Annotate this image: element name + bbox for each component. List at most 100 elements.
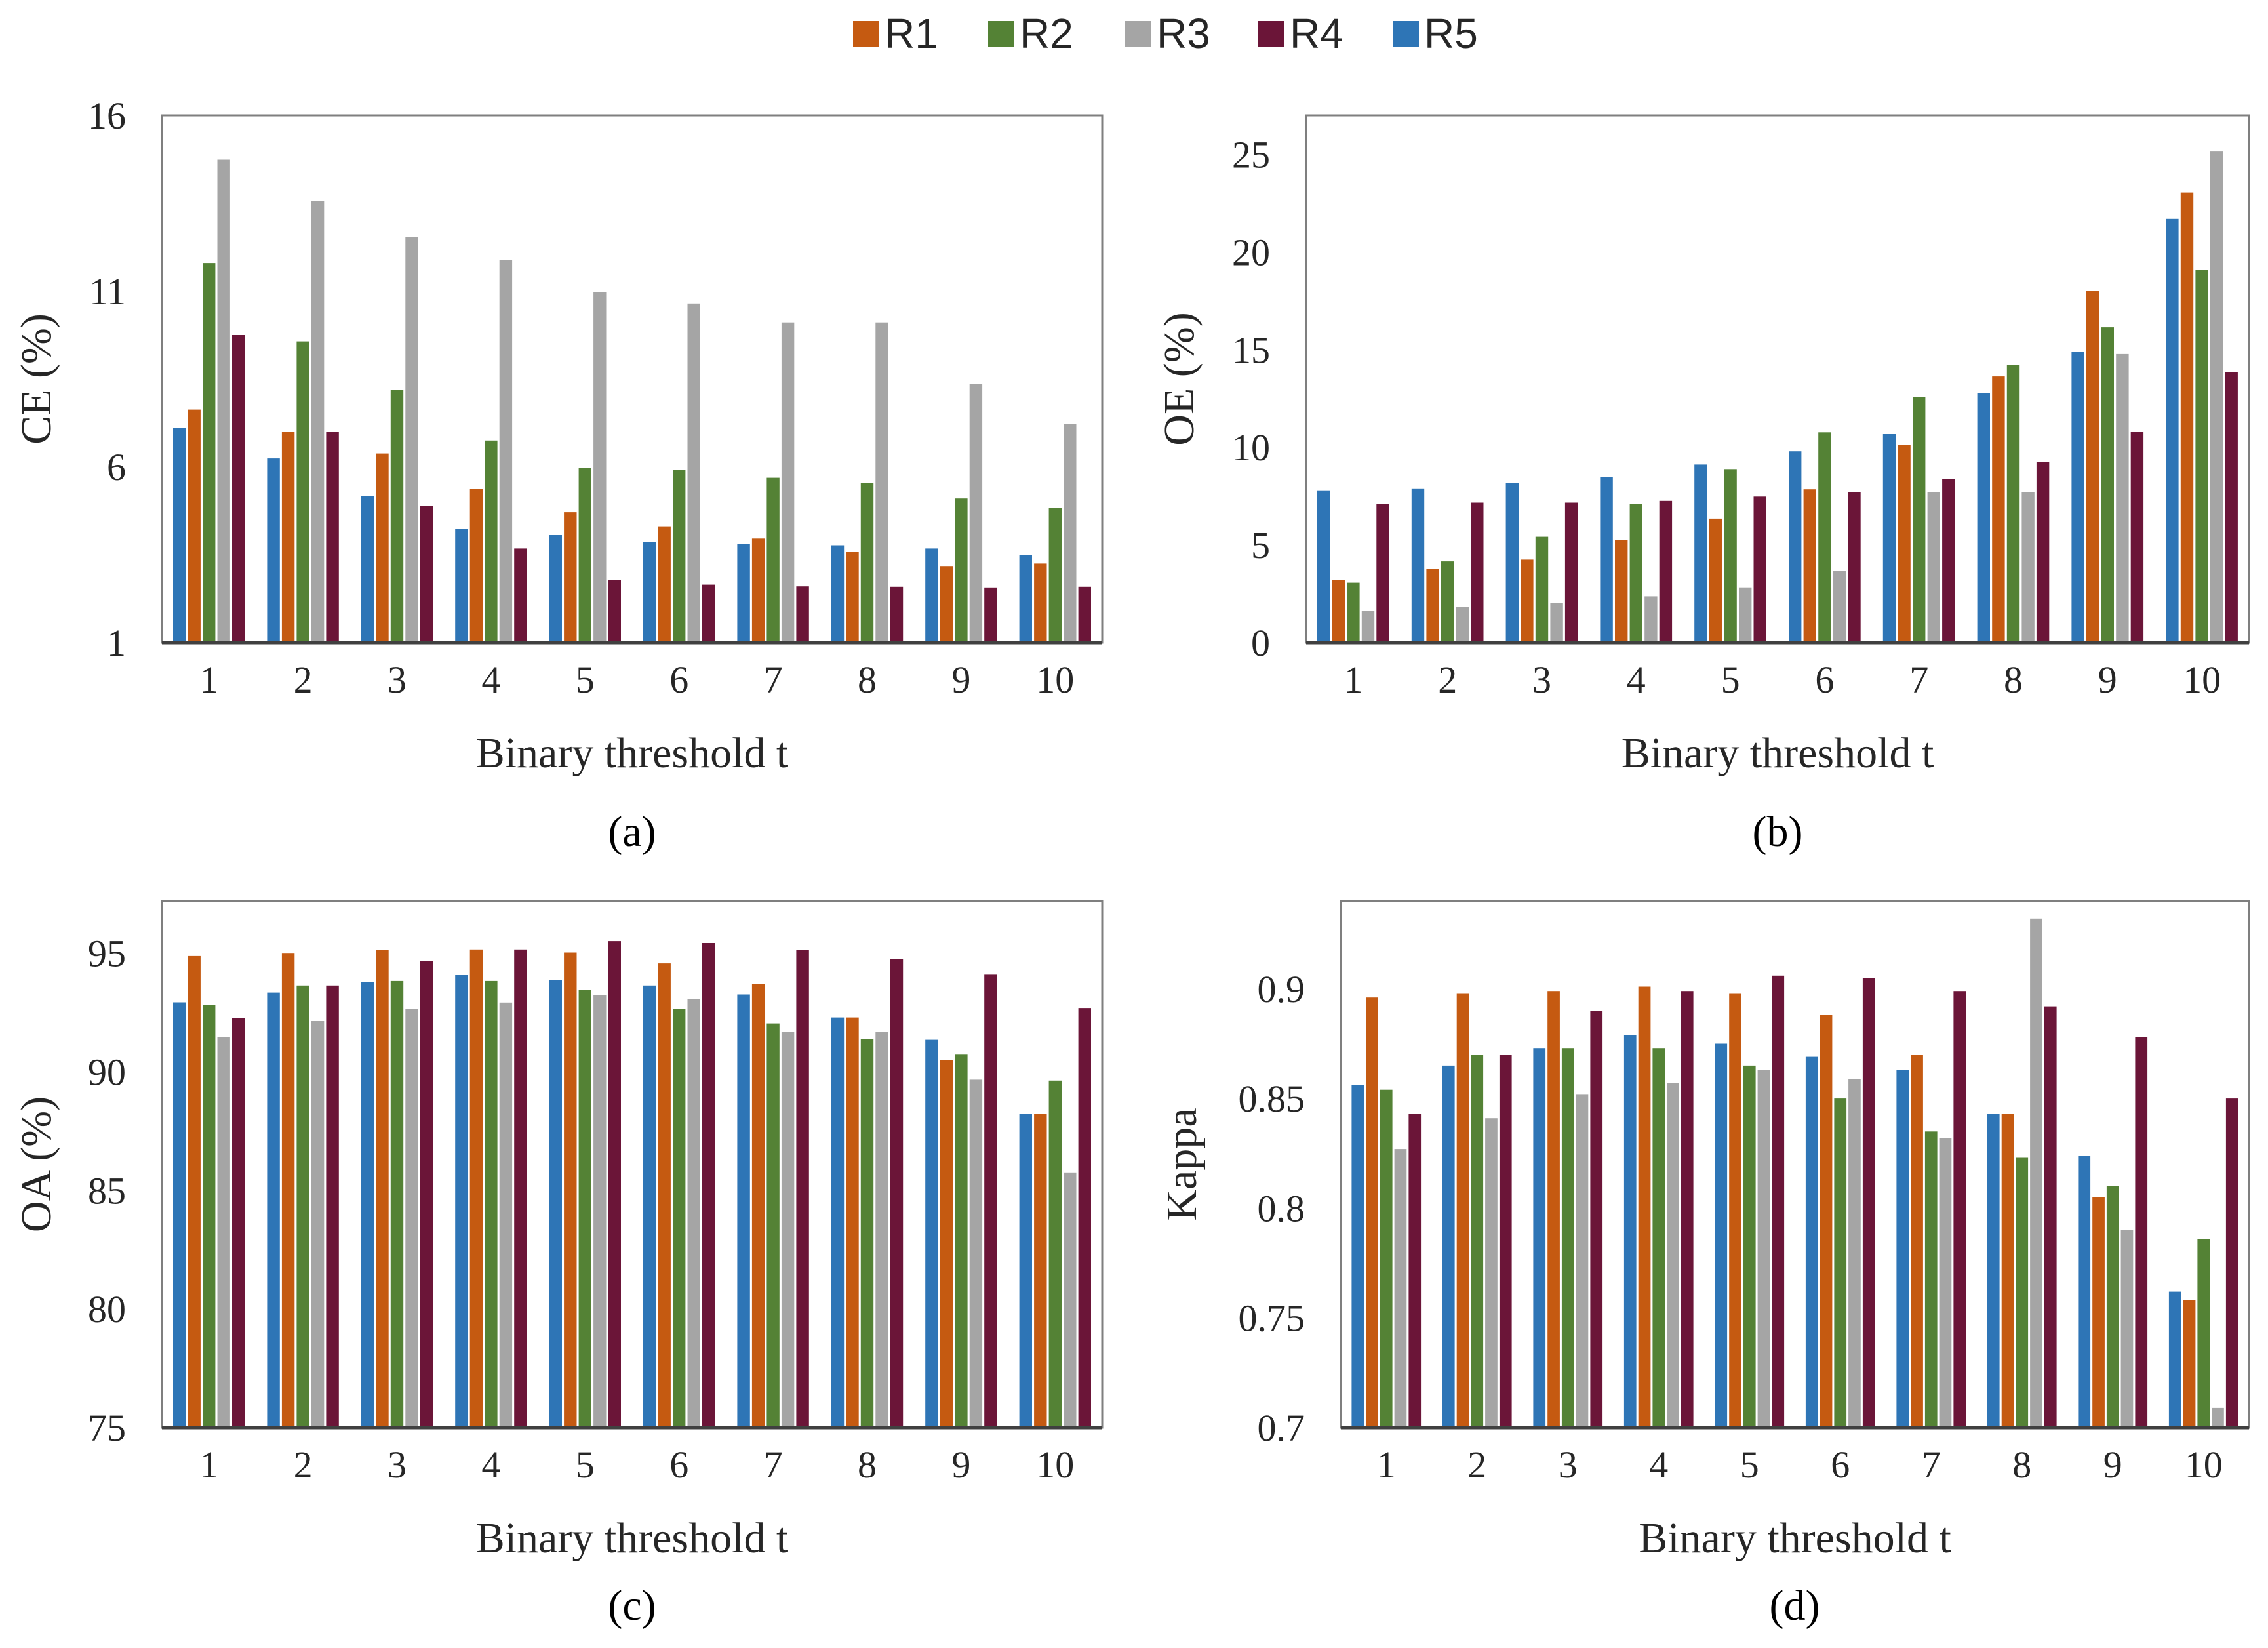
bar-r1-t9	[2086, 291, 2099, 643]
y-tick-label: 0.7	[1258, 1407, 1305, 1449]
bar-r3-t6	[687, 999, 700, 1428]
bar-r3-t9	[2116, 353, 2129, 643]
bar-r3-t4	[1644, 596, 1658, 643]
x-tick-label: 8	[2012, 1443, 2031, 1486]
bar-r2-t9	[955, 498, 968, 643]
bar-r4-t3	[420, 506, 433, 643]
x-tick-label: 2	[1467, 1443, 1486, 1486]
x-tick-label: 4	[481, 658, 500, 701]
bar-r4-t7	[796, 950, 809, 1428]
legend-item-r3: R3	[1125, 10, 1210, 57]
bar-r5-t2	[267, 458, 280, 643]
legend-item-r4: R4	[1258, 10, 1343, 57]
x-tick-label: 10	[2185, 1443, 2223, 1486]
bar-r5-t7	[737, 994, 750, 1428]
bar-r5-t2	[1442, 1065, 1455, 1428]
bar-r2-t10	[1048, 508, 1062, 643]
bar-r1-t2	[1426, 569, 1439, 643]
bar-r2-t10	[2197, 1239, 2210, 1428]
bar-r5-t9	[925, 548, 938, 643]
series-r2	[203, 263, 1062, 643]
legend-label: R1	[885, 10, 938, 57]
series-r1	[188, 949, 1047, 1428]
bar-r3-t1	[1361, 611, 1375, 643]
bar-r3-t10	[1064, 424, 1077, 643]
bar-r4-t10	[1078, 1008, 1091, 1428]
series-r5	[1317, 218, 2179, 643]
y-tick-label: 0	[1251, 622, 1270, 664]
x-axis-label: Binary threshold t	[1639, 1514, 1951, 1562]
bar-r2-t6	[1834, 1098, 1847, 1428]
bar-r4-t6	[702, 584, 715, 643]
bar-r1-t3	[1547, 991, 1560, 1428]
y-tick-label: 5	[1251, 524, 1270, 567]
bar-r4-t9	[984, 587, 997, 643]
bar-r3-t8	[875, 322, 888, 643]
series-r3	[217, 159, 1077, 643]
x-tick-label: 2	[1438, 658, 1457, 701]
y-tick-label: 75	[88, 1407, 126, 1449]
bar-r4-t3	[1590, 1011, 1603, 1428]
y-tick-label: 15	[1232, 329, 1270, 371]
bar-r4-t9	[984, 974, 997, 1428]
bar-r1-t9	[940, 1060, 953, 1428]
bar-r1-t7	[751, 984, 765, 1428]
bar-r2-t8	[860, 483, 874, 643]
bar-r3-t9	[969, 384, 983, 643]
bar-r1-t4	[1638, 986, 1651, 1428]
legend: R1 R2 R3 R4 R5	[853, 10, 1478, 57]
series-r1	[188, 409, 1047, 643]
bar-r5-t4	[455, 529, 468, 643]
bar-r4-t7	[1942, 479, 1955, 643]
bar-r2-t7	[1913, 397, 1926, 643]
bar-r2-t1	[1380, 1089, 1393, 1428]
x-tick-label: 10	[1036, 658, 1074, 701]
series-r3	[1394, 918, 2224, 1428]
bar-r5-t3	[1533, 1048, 1546, 1428]
bar-r4-t3	[420, 961, 433, 1428]
x-tick-label: 3	[1532, 658, 1551, 701]
x-axis-label: Binary threshold t	[476, 1514, 789, 1562]
bar-r4-t10	[1078, 586, 1091, 643]
bar-r2-t2	[296, 341, 309, 643]
bar-r5-t10	[1019, 1114, 1032, 1428]
x-tick-label: 6	[669, 658, 688, 701]
bar-r5-t1	[173, 1002, 186, 1428]
bar-r4-t8	[2044, 1006, 2057, 1428]
bar-r5-t10	[2168, 1291, 2181, 1428]
bar-r1-t5	[1729, 993, 1741, 1428]
bar-r1-t3	[376, 453, 389, 643]
x-tick-label: 4	[481, 1443, 500, 1486]
bar-r4-t9	[2130, 432, 2144, 643]
bar-r4-t2	[326, 985, 339, 1428]
bar-r1-t10	[1034, 1114, 1047, 1428]
bar-r3-t8	[2030, 918, 2042, 1428]
bar-r4-t4	[1659, 500, 1673, 643]
bar-r4-t3	[1564, 502, 1578, 643]
bar-r4-t4	[1681, 991, 1694, 1428]
bar-r5-t10	[1019, 555, 1032, 643]
bar-r1-t8	[846, 552, 859, 643]
y-tick-label: 0.8	[1258, 1187, 1305, 1230]
bar-r4-t6	[1862, 978, 1875, 1428]
y-tick-label: 95	[88, 933, 126, 975]
legend-swatch	[1125, 21, 1151, 47]
bar-r3-t8	[2021, 492, 2035, 643]
bar-r1-t6	[1820, 1015, 1833, 1428]
bar-r2-t8	[2016, 1157, 2029, 1428]
series-r1	[1332, 192, 2194, 643]
bar-r3-t6	[1833, 571, 1846, 643]
legend-item-r5: R5	[1393, 10, 1478, 57]
x-tick-label: 6	[1831, 1443, 1850, 1486]
bar-r5-t10	[2166, 218, 2179, 643]
bar-r3-t10	[2210, 151, 2223, 643]
bar-r5-t5	[1715, 1043, 1728, 1428]
bar-r2-t9	[2106, 1186, 2119, 1428]
legend-swatch	[988, 21, 1014, 47]
bar-r5-t6	[1789, 451, 1802, 643]
bar-r1-t2	[281, 432, 295, 643]
series-r2	[1380, 1048, 2210, 1428]
bar-r5-t8	[1977, 393, 1990, 643]
legend-label: R5	[1424, 10, 1478, 57]
